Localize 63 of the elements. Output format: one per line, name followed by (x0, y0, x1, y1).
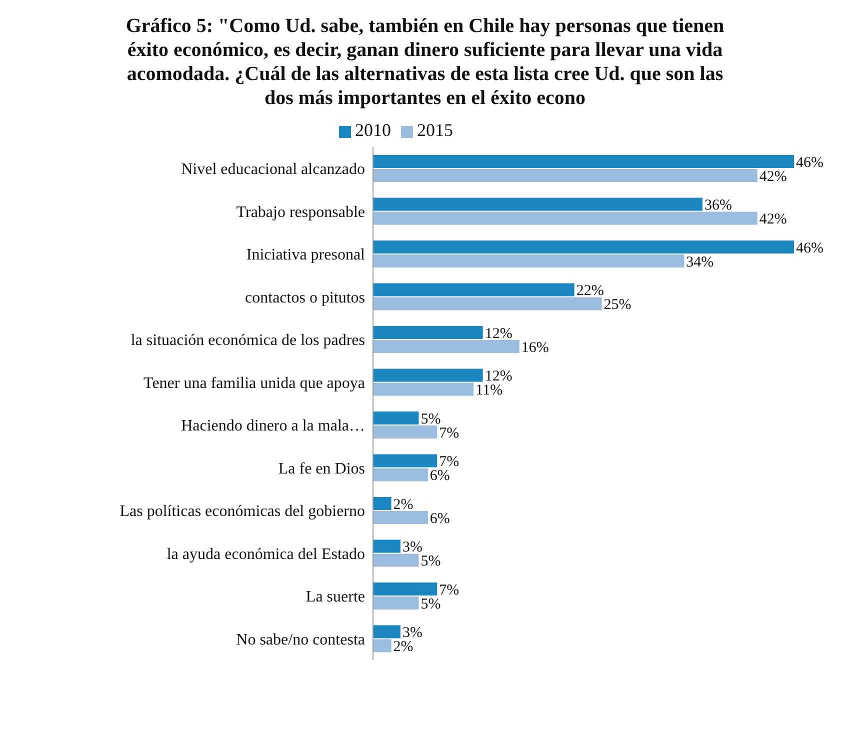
bar (373, 426, 438, 438)
data-label: 22% (576, 283, 604, 300)
data-label: 46% (796, 240, 824, 256)
data-label: 2% (393, 639, 414, 656)
y-tick-label: Tener una familia unida que apoya (144, 374, 365, 392)
legend-label: 2015 (417, 120, 453, 140)
y-tick-label: contactos o pitutos (245, 289, 365, 306)
bar (373, 254, 684, 268)
bar (373, 454, 438, 468)
bar (373, 297, 602, 310)
chart-title: Gráfico 5: "Como Ud. sabe, también en Chile hay personas que tienen éxito económico, es decir, ganan dinero suficiente para llevar una vida acomodada. ¿Cuál de las alternativas de esta lista cree Ud. que son las dos más importantes en el éxito econo (125, 14, 725, 110)
bar (373, 169, 758, 182)
bar (373, 540, 400, 553)
bar (373, 497, 392, 510)
data-label: 42% (759, 212, 787, 228)
bar (373, 596, 419, 610)
bar (373, 212, 758, 225)
data-label: 5% (420, 554, 441, 570)
data-label: 46% (796, 154, 824, 171)
data-label: 42% (759, 168, 787, 185)
bar (373, 240, 794, 254)
bar (373, 382, 474, 396)
y-tick-label: la ayuda económica del Estado (166, 546, 365, 563)
y-tick-label: La suerte (306, 588, 365, 606)
bar (373, 326, 483, 339)
data-label: 7% (439, 425, 460, 442)
y-tick-label: La fe en Dios (278, 460, 365, 478)
bar (373, 582, 438, 596)
data-label: 36% (704, 198, 732, 214)
y-tick-label: No sabe/no contesta (236, 631, 365, 648)
bar (373, 368, 483, 382)
data-label: 3% (402, 540, 422, 556)
y-tick-label: Iniciativa presonal (246, 246, 366, 264)
bar (373, 155, 794, 168)
data-label: 5% (420, 596, 441, 612)
bar (373, 340, 520, 353)
data-label: 6% (430, 468, 450, 484)
y-tick-label: Las políticas económicas del gobierno (120, 503, 365, 520)
legend-label: 2010 (355, 120, 391, 140)
data-label: 12% (484, 326, 512, 342)
bar (373, 511, 428, 524)
bar (373, 412, 419, 424)
data-label: 34% (686, 254, 714, 270)
y-tick-label: Trabajo responsable (236, 204, 365, 221)
data-label: 7% (439, 582, 460, 598)
data-label: 5% (420, 411, 441, 428)
y-tick-label: Haciendo dinero a la mala… (181, 418, 365, 435)
data-label: 16% (521, 340, 549, 356)
data-label: 12% (484, 368, 512, 385)
data-label: 2% (393, 496, 414, 513)
bar (373, 198, 702, 211)
bar (373, 639, 392, 652)
y-tick-label: Nivel educacional alcanzado (181, 161, 365, 178)
data-label: 3% (402, 625, 422, 642)
data-label: 11% (476, 382, 503, 399)
data-label: 25% (604, 297, 632, 314)
bar (373, 625, 400, 638)
bar (373, 554, 419, 567)
bar (373, 468, 428, 482)
y-tick-label: la situación económica de los padres (130, 332, 365, 350)
data-label: 6% (430, 510, 450, 527)
bar (373, 283, 574, 296)
data-label: 7% (439, 454, 460, 470)
